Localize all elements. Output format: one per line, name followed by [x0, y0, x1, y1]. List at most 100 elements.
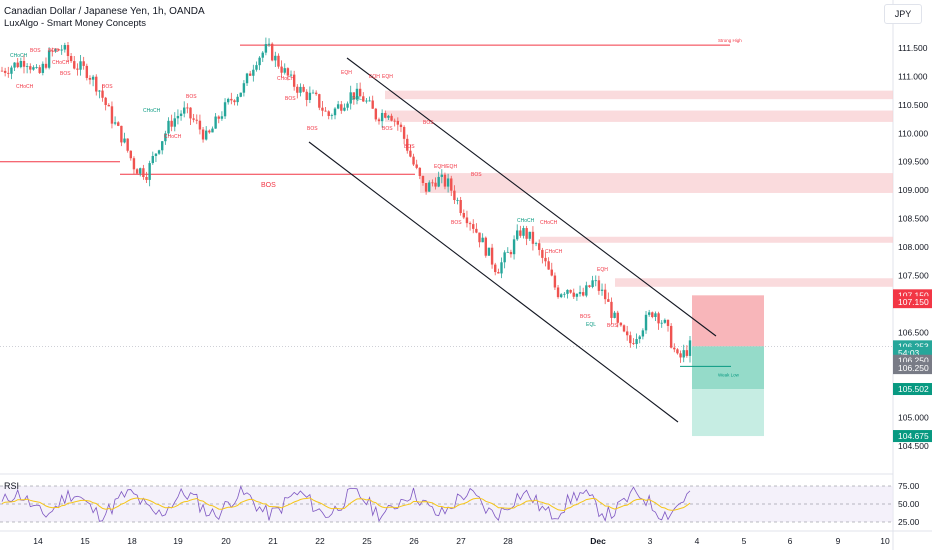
candle-body[interactable] — [534, 243, 538, 245]
candle-body[interactable] — [603, 289, 607, 300]
candle-body[interactable] — [450, 178, 453, 191]
candle-body[interactable] — [51, 50, 54, 52]
candle-body[interactable] — [638, 336, 641, 340]
candle-body[interactable] — [415, 164, 418, 168]
candle-body[interactable] — [132, 158, 136, 170]
candle-body[interactable] — [459, 199, 462, 214]
candle-body[interactable] — [38, 67, 41, 73]
candle-body[interactable] — [490, 247, 494, 265]
candle-body[interactable] — [619, 322, 623, 326]
candle-body[interactable] — [223, 102, 227, 117]
candle-body[interactable] — [16, 62, 19, 68]
supply-zone[interactable] — [385, 90, 893, 100]
candle-body[interactable] — [669, 325, 673, 348]
candle-body[interactable] — [575, 293, 579, 297]
candle-body[interactable] — [399, 124, 403, 128]
candle-body[interactable] — [289, 74, 293, 76]
candle-body[interactable] — [226, 98, 230, 103]
candle-body[interactable] — [292, 74, 296, 87]
candle-body[interactable] — [346, 103, 349, 108]
candle-body[interactable] — [95, 76, 98, 92]
candle-body[interactable] — [682, 350, 685, 358]
candle-body[interactable] — [424, 182, 428, 192]
candle-body[interactable] — [54, 49, 57, 52]
supply-zone[interactable] — [385, 110, 893, 122]
candle-body[interactable] — [25, 66, 29, 67]
candle-body[interactable] — [66, 45, 70, 57]
candle-body[interactable] — [60, 49, 63, 51]
candle-body[interactable] — [478, 232, 481, 243]
candle-body[interactable] — [544, 257, 547, 262]
candle-body[interactable] — [255, 65, 258, 70]
supply-zone[interactable] — [615, 278, 893, 287]
candle-body[interactable] — [286, 68, 290, 76]
candle-body[interactable] — [581, 292, 585, 296]
candle-body[interactable] — [230, 98, 233, 101]
candle-body[interactable] — [148, 163, 151, 180]
candle-body[interactable] — [509, 251, 513, 255]
candle-body[interactable] — [13, 62, 16, 68]
candle-body[interactable] — [318, 94, 321, 108]
stop-loss-zone[interactable] — [692, 295, 764, 347]
candle-body[interactable] — [494, 264, 497, 273]
candle-body[interactable] — [305, 91, 308, 100]
candle-body[interactable] — [481, 237, 484, 243]
candle-body[interactable] — [443, 174, 447, 187]
candle-body[interactable] — [365, 100, 368, 102]
candle-body[interactable] — [154, 153, 158, 156]
candle-body[interactable] — [198, 120, 202, 130]
candle-body[interactable] — [104, 97, 107, 105]
candle-body[interactable] — [484, 237, 487, 256]
candle-body[interactable] — [688, 340, 692, 356]
candle-body[interactable] — [500, 262, 503, 274]
candle-body[interactable] — [406, 138, 409, 151]
candle-body[interactable] — [402, 127, 406, 139]
candle-body[interactable] — [299, 86, 302, 93]
candle-body[interactable] — [139, 168, 142, 174]
candle-body[interactable] — [274, 55, 277, 61]
channel-lower-line[interactable] — [308, 141, 679, 423]
candle-body[interactable] — [314, 92, 318, 95]
candle-body[interactable] — [572, 292, 575, 297]
candle-body[interactable] — [258, 57, 261, 66]
candle-body[interactable] — [600, 289, 604, 291]
candle-body[interactable] — [236, 96, 239, 103]
candle-body[interactable] — [610, 301, 613, 318]
candle-body[interactable] — [556, 287, 560, 298]
candle-body[interactable] — [311, 92, 315, 94]
candle-body[interactable] — [525, 228, 528, 239]
channel-upper-line[interactable] — [346, 57, 717, 337]
candle-body[interactable] — [195, 119, 198, 121]
candle-body[interactable] — [497, 272, 500, 274]
candle-body[interactable] — [651, 312, 654, 317]
candle-body[interactable] — [47, 50, 51, 68]
target-zone[interactable] — [692, 346, 764, 390]
candle-body[interactable] — [267, 43, 271, 45]
candle-body[interactable] — [528, 231, 531, 239]
candle-body[interactable] — [189, 107, 192, 119]
supply-zone[interactable] — [540, 236, 893, 243]
candle-body[interactable] — [522, 228, 525, 236]
candle-body[interactable] — [167, 120, 170, 134]
candle-body[interactable] — [10, 67, 13, 74]
candle-body[interactable] — [625, 331, 629, 336]
candle-body[interactable] — [597, 280, 601, 291]
candle-body[interactable] — [233, 100, 236, 103]
candle-body[interactable] — [434, 182, 437, 187]
candle-body[interactable] — [666, 319, 670, 326]
candle-body[interactable] — [327, 111, 330, 116]
candle-body[interactable] — [390, 115, 393, 121]
candle-body[interactable] — [622, 325, 626, 332]
candle-body[interactable] — [91, 76, 95, 80]
candle-body[interactable] — [336, 104, 340, 109]
candle-body[interactable] — [214, 116, 217, 129]
candle-body[interactable] — [531, 231, 535, 244]
candle-body[interactable] — [183, 107, 186, 114]
candle-body[interactable] — [487, 247, 491, 256]
candle-body[interactable] — [76, 68, 79, 70]
candle-body[interactable] — [101, 90, 104, 98]
candle-body[interactable] — [418, 167, 422, 176]
candle-body[interactable] — [409, 150, 412, 157]
candle-body[interactable] — [541, 249, 544, 258]
